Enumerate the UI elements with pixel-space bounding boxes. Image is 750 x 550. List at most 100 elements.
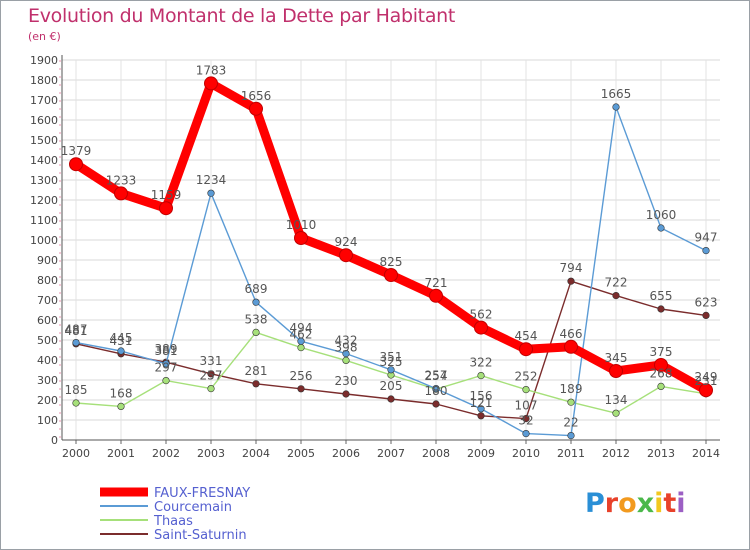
data-label: 722 xyxy=(605,276,628,290)
x-tick-label: 2012 xyxy=(602,447,630,460)
x-tick-label: 2001 xyxy=(107,447,135,460)
x-tick-label: 2013 xyxy=(647,447,675,460)
data-label: 1159 xyxy=(151,188,182,202)
data-label: 297 xyxy=(155,361,178,375)
data-label: 562 xyxy=(470,308,493,322)
data-point xyxy=(114,186,128,201)
data-label: 180 xyxy=(425,384,448,398)
x-tick-label: 2007 xyxy=(377,447,405,460)
data-point xyxy=(342,390,350,398)
data-point xyxy=(567,398,575,406)
y-tick-label: 400 xyxy=(37,354,58,367)
data-label: 432 xyxy=(335,334,358,348)
data-label: 689 xyxy=(245,282,268,296)
data-label: 454 xyxy=(515,329,538,343)
y-tick-label: 1700 xyxy=(30,94,58,107)
data-label: 1234 xyxy=(196,173,227,187)
data-point xyxy=(204,76,218,91)
data-point xyxy=(432,385,440,393)
x-tick-label: 2003 xyxy=(197,447,225,460)
data-point xyxy=(72,339,80,347)
data-label: 655 xyxy=(650,289,673,303)
data-point xyxy=(297,385,305,393)
y-tick-label: 700 xyxy=(37,294,58,307)
proxiti-logo: Proxiti xyxy=(585,488,686,519)
legend-label: Courcemain xyxy=(154,500,232,515)
logo-letter: x xyxy=(636,488,655,519)
data-point xyxy=(432,400,440,408)
y-tick-label: 600 xyxy=(37,314,58,327)
data-point xyxy=(207,385,215,393)
x-tick-label: 2000 xyxy=(62,447,90,460)
data-label: 331 xyxy=(200,354,223,368)
y-tick-label: 1800 xyxy=(30,74,58,87)
data-label: 185 xyxy=(65,383,88,397)
data-label: 389 xyxy=(155,342,178,356)
data-label: 156 xyxy=(470,389,493,403)
data-label: 466 xyxy=(560,327,583,341)
data-point xyxy=(657,224,665,232)
x-tick-label: 2010 xyxy=(512,447,540,460)
logo-letter: t xyxy=(663,488,677,519)
data-point xyxy=(657,382,665,391)
y-tick-label: 800 xyxy=(37,274,58,287)
data-label: 1379 xyxy=(61,144,92,158)
x-tick-label: 2011 xyxy=(557,447,585,460)
data-point xyxy=(294,231,308,245)
data-label: 189 xyxy=(560,382,583,396)
data-label: 205 xyxy=(380,379,403,393)
data-point xyxy=(564,339,578,354)
data-label: 1233 xyxy=(106,173,137,187)
data-label: 431 xyxy=(110,334,133,348)
data-point xyxy=(342,356,350,365)
data-label: 257 xyxy=(425,369,448,383)
data-point xyxy=(477,372,485,380)
data-label: 623 xyxy=(695,295,718,309)
data-point xyxy=(207,189,215,197)
legend-label: Saint-Saturnin xyxy=(154,528,247,543)
data-point xyxy=(162,360,170,368)
logo-letter: P xyxy=(585,488,605,519)
x-tick-label: 2008 xyxy=(422,447,450,460)
data-point xyxy=(117,347,125,355)
data-label: 1665 xyxy=(601,87,632,101)
data-label: 462 xyxy=(290,328,313,342)
data-label: 381 xyxy=(155,344,178,358)
data-point xyxy=(474,320,488,335)
data-point xyxy=(522,415,530,423)
data-label: 398 xyxy=(335,340,358,354)
data-label: 121 xyxy=(470,396,493,410)
data-point xyxy=(612,409,620,417)
data-label: 231 xyxy=(695,374,718,388)
data-label: 1656 xyxy=(241,89,272,103)
data-point xyxy=(429,288,443,303)
data-point xyxy=(612,103,620,111)
data-point xyxy=(117,402,125,411)
x-tick-label: 2002 xyxy=(152,447,180,460)
data-label: 538 xyxy=(245,312,268,326)
data-label: 107 xyxy=(515,399,538,413)
data-point xyxy=(342,350,350,358)
data-point xyxy=(567,277,575,285)
data-label: 1010 xyxy=(286,218,317,232)
data-label: 32 xyxy=(518,414,533,428)
y-tick-label: 0 xyxy=(51,434,58,447)
x-tick-label: 2005 xyxy=(287,447,315,460)
data-point xyxy=(477,412,485,420)
x-tick-label: 2006 xyxy=(332,447,360,460)
data-label: 281 xyxy=(245,364,268,378)
data-point xyxy=(657,305,665,313)
data-label: 1060 xyxy=(646,208,677,222)
data-label: 924 xyxy=(335,235,358,249)
y-tick-label: 200 xyxy=(37,394,58,407)
chart-subtitle: (en €) xyxy=(28,30,61,43)
data-label: 168 xyxy=(110,386,133,400)
y-tick-label: 1100 xyxy=(30,214,58,227)
data-point xyxy=(72,399,80,407)
data-label: 794 xyxy=(560,261,583,275)
data-label: 345 xyxy=(605,351,628,365)
y-tick-label: 1300 xyxy=(30,174,58,187)
data-label: 721 xyxy=(425,276,448,290)
y-tick-label: 300 xyxy=(37,374,58,387)
